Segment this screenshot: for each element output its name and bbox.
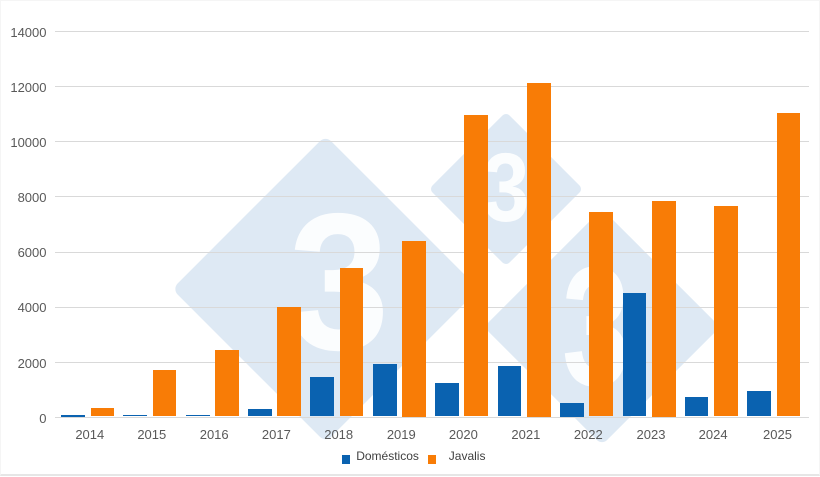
svg-text:3: 3 [289,173,390,391]
svg-text:3: 3 [483,133,530,242]
